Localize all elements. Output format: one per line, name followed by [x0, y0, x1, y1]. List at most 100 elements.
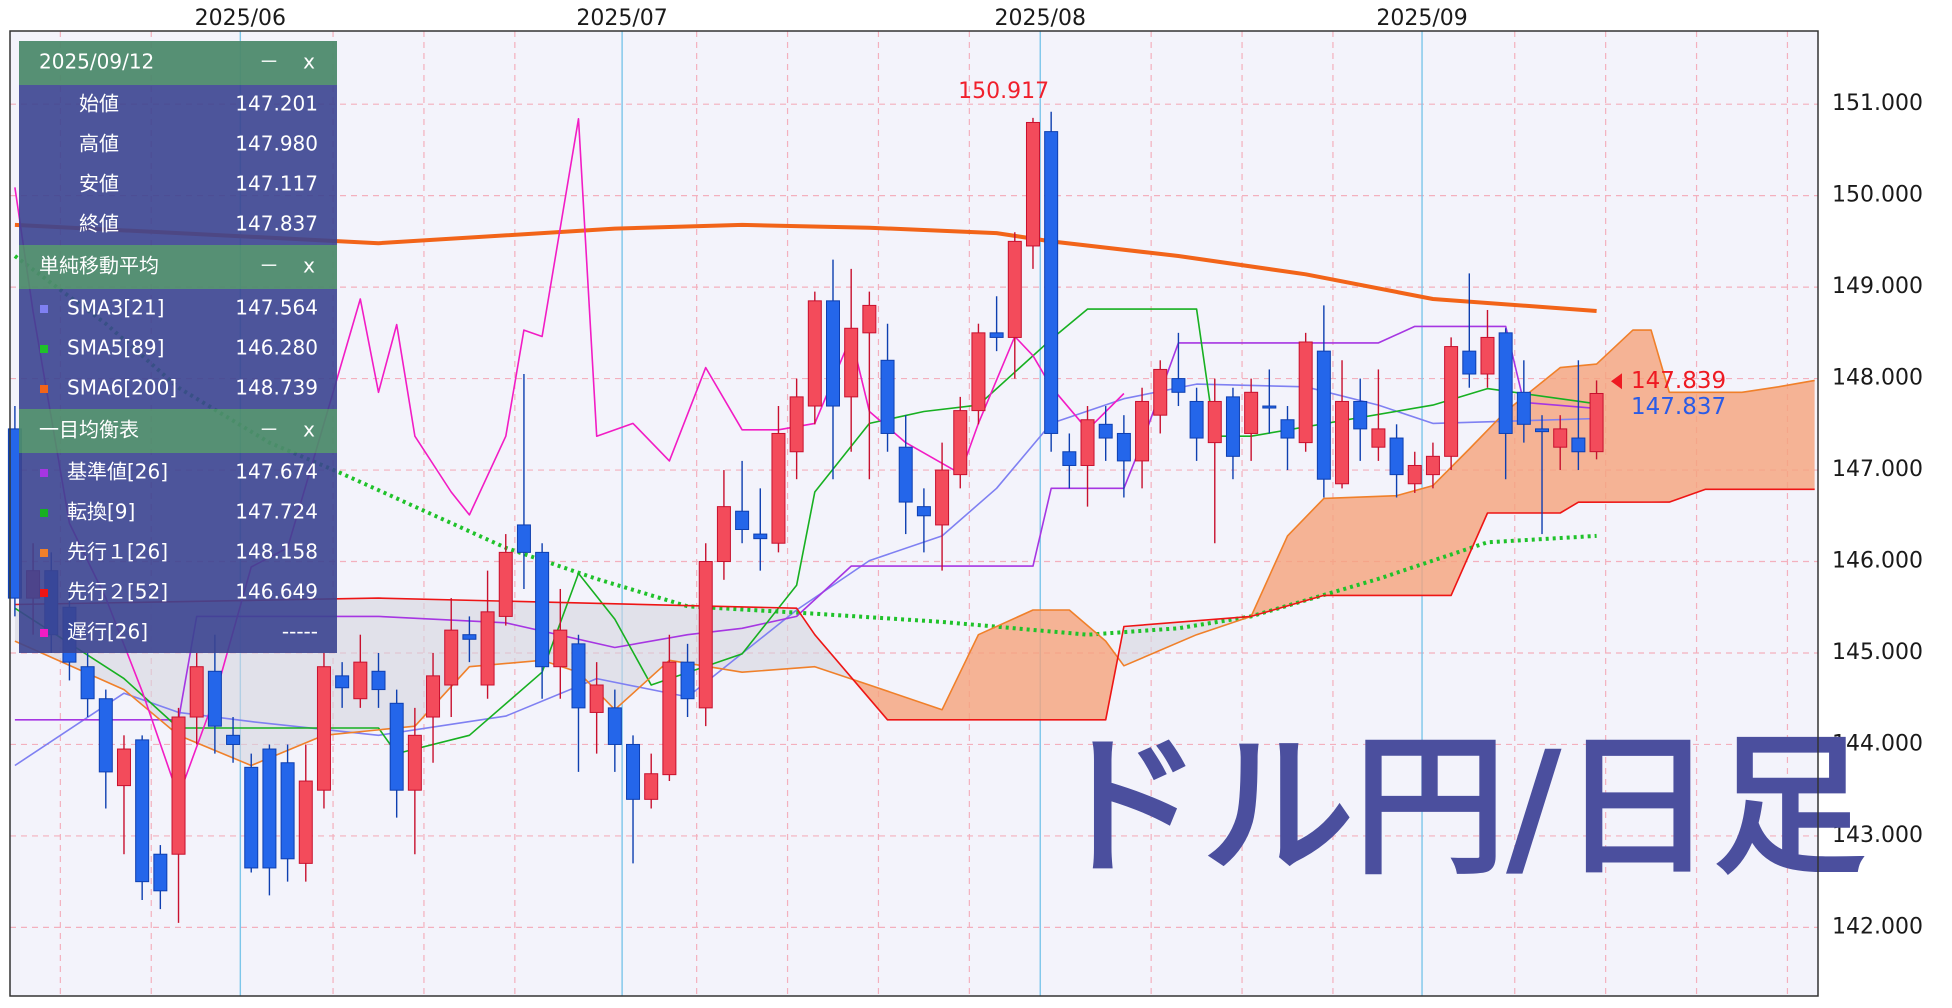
candle-body [389, 702, 404, 791]
panel-row [19, 125, 337, 165]
candle-body [1025, 121, 1040, 247]
y-tick-label: 149.000 [1832, 274, 1923, 299]
panel-row [19, 205, 337, 245]
panel-value: 147.837 [235, 212, 318, 236]
legend-swatch [40, 385, 48, 393]
y-tick-label: 148.000 [1832, 366, 1923, 391]
candle-body [1062, 451, 1077, 466]
candle-body [1425, 455, 1440, 476]
candle-body [1135, 400, 1150, 462]
y-tick-label: 142.000 [1832, 914, 1923, 939]
panel-row [19, 533, 337, 573]
candle-body [898, 446, 913, 503]
panel-label: 先行１[26] [67, 540, 168, 564]
y-tick-label: 150.000 [1832, 183, 1923, 208]
panel-row [19, 573, 337, 613]
candle-body [589, 684, 604, 713]
panel-button[interactable]: － [259, 254, 279, 278]
candle-body [98, 698, 113, 773]
candle-body [1153, 368, 1168, 416]
panel-row [19, 369, 337, 409]
candle-body [971, 332, 986, 412]
legend-swatch [40, 469, 48, 477]
candle-body [1444, 346, 1459, 457]
candle-body [298, 780, 313, 864]
candle-body [480, 611, 495, 686]
candle-body [1498, 332, 1513, 434]
candle-body [662, 661, 677, 776]
candle-body [1044, 131, 1059, 434]
candle-body [262, 748, 277, 869]
candle-body [1516, 391, 1531, 425]
y-tick-label: 145.000 [1832, 640, 1923, 665]
overlay-line [14, 222, 1597, 313]
price-label: 147.839 [1631, 368, 1726, 394]
candle-body [1480, 336, 1495, 375]
y-tick-label: 144.000 [1832, 731, 1923, 756]
candle-body [1244, 391, 1259, 434]
candle-body [880, 359, 895, 434]
cloud-bearish [14, 489, 1815, 766]
panel-row [19, 453, 337, 493]
panel-header-title: 単純移動平均 [39, 254, 159, 278]
panel-header [19, 41, 337, 85]
candle-body [80, 666, 95, 700]
y-tick-label: 147.000 [1832, 457, 1923, 482]
candle-body [1080, 419, 1095, 466]
panel-header-title: 2025/09/12 [39, 50, 154, 74]
panel-label: 始値 [79, 92, 119, 116]
overlay-line [14, 329, 1815, 767]
candle-body [371, 670, 386, 691]
candle-body [571, 643, 586, 709]
candle-body [462, 634, 477, 640]
candle-body [353, 661, 368, 700]
panel-label: 終値 [79, 212, 119, 236]
candle-body [426, 675, 441, 718]
candle-body [844, 327, 859, 398]
y-tick-label: 143.000 [1832, 823, 1923, 848]
panel-label: 転換[9] [67, 500, 135, 524]
price-arrow [1611, 373, 1622, 390]
candle-body [935, 469, 950, 526]
price-label: 147.837 [1631, 394, 1726, 420]
overlay-line [14, 488, 1815, 721]
panel-button[interactable]: － [259, 50, 279, 74]
panel-row [19, 613, 337, 653]
candle-body [716, 506, 731, 563]
panel-row [19, 289, 337, 329]
legend-swatch [40, 629, 48, 637]
candle-body [644, 773, 659, 800]
panel-label: 先行２[52] [67, 580, 168, 604]
panel-label: SMA5[89] [67, 336, 164, 360]
candle-body [226, 734, 241, 745]
panel-header-title: 一目均衡表 [39, 418, 139, 442]
panel-button[interactable]: x [303, 50, 315, 74]
panel-button[interactable]: － [259, 418, 279, 442]
candle-body [116, 748, 131, 787]
candle-body [735, 510, 750, 531]
candle-body [1098, 423, 1113, 439]
candle-body [516, 524, 531, 553]
candle-body [1589, 392, 1604, 453]
panel-value: 147.201 [235, 92, 318, 116]
candle-body [680, 661, 695, 700]
info-panel: 2025/09/12 － x 始値 147.201 高値 147.980 安値 147.117 終… [19, 41, 337, 653]
panel-value: 147.117 [235, 172, 318, 196]
panel-button[interactable]: x [303, 254, 315, 278]
candle-body [153, 853, 168, 892]
legend-swatch [40, 589, 48, 597]
max-label: 150.917 [958, 79, 1049, 104]
panel-value: 147.980 [235, 132, 318, 156]
candle-body [1335, 400, 1350, 485]
candle-body [189, 666, 204, 718]
panel-value: 146.649 [235, 580, 318, 604]
candle-body [244, 766, 259, 869]
panel-label: SMA6[200] [67, 376, 177, 400]
legend-swatch [40, 549, 48, 557]
candle-body [1371, 428, 1386, 448]
candle-body [1298, 341, 1313, 444]
panel-button[interactable]: x [303, 418, 315, 442]
candle-body [444, 629, 459, 686]
panel-label: 基準値[26] [67, 460, 168, 484]
panel-value: 147.564 [235, 296, 318, 320]
